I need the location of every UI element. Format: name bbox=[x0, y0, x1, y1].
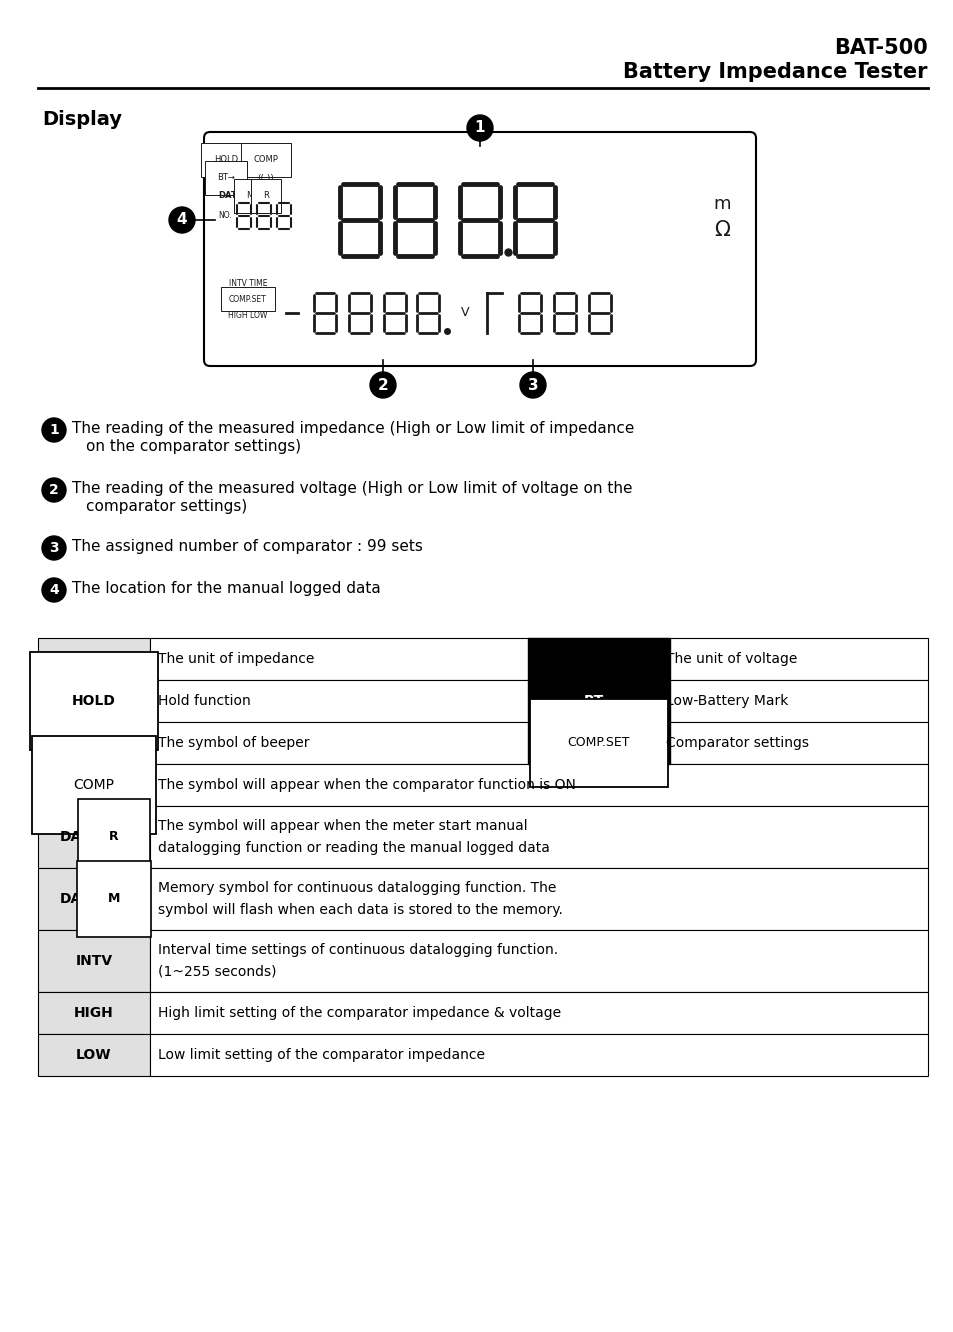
Text: COMP.SET: COMP.SET bbox=[567, 737, 630, 750]
Text: M: M bbox=[246, 192, 253, 201]
Text: Memory symbol for continuous datalogging function. The: Memory symbol for continuous datalogging… bbox=[158, 882, 556, 895]
Circle shape bbox=[169, 206, 194, 233]
Text: COMP.SET: COMP.SET bbox=[229, 294, 267, 304]
Bar bbox=[658, 681, 927, 722]
Text: COMP: COMP bbox=[253, 156, 278, 164]
Text: V: V bbox=[460, 306, 469, 320]
Text: Interval time settings of continuous datalogging function.: Interval time settings of continuous dat… bbox=[158, 943, 558, 958]
Text: Hold function: Hold function bbox=[158, 694, 251, 709]
Circle shape bbox=[467, 115, 493, 141]
Text: 4: 4 bbox=[49, 583, 59, 597]
Bar bbox=[150, 1034, 927, 1076]
Text: V: V bbox=[593, 651, 604, 666]
Circle shape bbox=[370, 372, 395, 398]
Text: Low-Battery Mark: Low-Battery Mark bbox=[665, 694, 787, 709]
Text: DATA: DATA bbox=[218, 192, 242, 201]
Text: DATA: DATA bbox=[60, 830, 100, 844]
Bar bbox=[150, 930, 927, 992]
Text: HIGH: HIGH bbox=[74, 1006, 113, 1020]
Circle shape bbox=[42, 535, 66, 559]
Bar bbox=[38, 765, 150, 806]
Text: BT►: BT► bbox=[583, 694, 614, 709]
Bar bbox=[150, 638, 539, 681]
Circle shape bbox=[519, 372, 545, 398]
Text: mΩ: mΩ bbox=[82, 651, 106, 666]
Text: m: m bbox=[713, 194, 730, 213]
Text: on the comparator settings): on the comparator settings) bbox=[86, 440, 301, 454]
Text: INTV TIME: INTV TIME bbox=[229, 278, 267, 288]
Text: LOW: LOW bbox=[76, 1048, 112, 1062]
Text: The symbol will appear when the meter start manual: The symbol will appear when the meter st… bbox=[158, 819, 527, 834]
Text: Ω: Ω bbox=[713, 220, 729, 240]
Bar bbox=[539, 681, 658, 722]
Bar bbox=[38, 638, 150, 681]
Text: INTV: INTV bbox=[75, 954, 112, 968]
Text: High limit setting of the comparator impedance & voltage: High limit setting of the comparator imp… bbox=[158, 1006, 560, 1020]
Text: datalogging function or reading the manual logged data: datalogging function or reading the manu… bbox=[158, 840, 549, 855]
Text: The symbol will appear when the comparator function is ON: The symbol will appear when the comparat… bbox=[158, 778, 576, 793]
Text: 1: 1 bbox=[475, 120, 485, 136]
Text: BT→: BT→ bbox=[217, 173, 234, 182]
Text: R: R bbox=[109, 830, 119, 843]
Text: Battery Impedance Tester: Battery Impedance Tester bbox=[623, 63, 927, 83]
Text: The reading of the measured impedance (High or Low limit of impedance: The reading of the measured impedance (H… bbox=[71, 421, 634, 436]
Text: ((·)): ((·)) bbox=[81, 737, 107, 750]
Text: The assigned number of comparator : 99 sets: The assigned number of comparator : 99 s… bbox=[71, 538, 422, 554]
Text: 3: 3 bbox=[50, 541, 59, 555]
Bar bbox=[150, 765, 927, 806]
Text: M: M bbox=[108, 892, 120, 906]
Bar bbox=[38, 1034, 150, 1076]
Text: 1: 1 bbox=[49, 424, 59, 437]
Bar bbox=[150, 992, 927, 1034]
Text: comparator settings): comparator settings) bbox=[86, 500, 247, 514]
Text: COMP: COMP bbox=[73, 778, 114, 793]
Text: 2: 2 bbox=[377, 377, 388, 393]
Text: Comparator settings: Comparator settings bbox=[665, 737, 808, 750]
Bar bbox=[150, 806, 927, 868]
Text: The symbol of beeper: The symbol of beeper bbox=[158, 737, 309, 750]
Bar bbox=[38, 722, 150, 765]
Bar bbox=[38, 992, 150, 1034]
Bar bbox=[539, 722, 658, 765]
Text: DATA: DATA bbox=[60, 892, 100, 906]
Text: 2: 2 bbox=[49, 484, 59, 497]
Text: 4: 4 bbox=[176, 213, 187, 228]
Bar bbox=[539, 638, 658, 681]
Text: The unit of voltage: The unit of voltage bbox=[665, 651, 797, 666]
Bar bbox=[150, 681, 539, 722]
Text: Display: Display bbox=[42, 111, 122, 129]
Bar bbox=[38, 868, 150, 930]
Circle shape bbox=[42, 478, 66, 502]
Circle shape bbox=[42, 418, 66, 442]
Text: The location for the manual logged data: The location for the manual logged data bbox=[71, 581, 380, 595]
Text: (1~255 seconds): (1~255 seconds) bbox=[158, 964, 276, 979]
Text: 3: 3 bbox=[527, 377, 537, 393]
Text: symbol will flash when each data is stored to the memory.: symbol will flash when each data is stor… bbox=[158, 903, 562, 916]
Bar bbox=[38, 806, 150, 868]
Text: BAT-500: BAT-500 bbox=[833, 39, 927, 59]
Text: NO.: NO. bbox=[218, 212, 232, 221]
Bar bbox=[38, 930, 150, 992]
Text: The reading of the measured voltage (High or Low limit of voltage on the: The reading of the measured voltage (Hig… bbox=[71, 481, 632, 496]
Text: ((·)): ((·)) bbox=[257, 173, 274, 182]
Text: R: R bbox=[263, 192, 269, 201]
FancyBboxPatch shape bbox=[204, 132, 755, 366]
Text: HIGH LOW: HIGH LOW bbox=[228, 312, 268, 321]
Circle shape bbox=[42, 578, 66, 602]
Text: The unit of impedance: The unit of impedance bbox=[158, 651, 314, 666]
Bar bbox=[658, 638, 927, 681]
Bar bbox=[38, 681, 150, 722]
Text: HOLD: HOLD bbox=[213, 156, 238, 164]
Bar bbox=[150, 722, 539, 765]
Text: Low limit setting of the comparator impedance: Low limit setting of the comparator impe… bbox=[158, 1048, 484, 1062]
Bar bbox=[150, 868, 927, 930]
Text: HOLD: HOLD bbox=[72, 694, 116, 709]
Bar bbox=[658, 722, 927, 765]
